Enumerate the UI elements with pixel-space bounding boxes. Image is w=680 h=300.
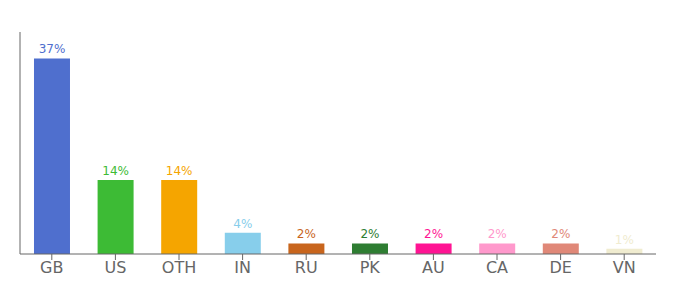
svg-text:4%: 4% — [233, 217, 252, 231]
svg-text:2%: 2% — [551, 227, 570, 241]
svg-text:14%: 14% — [102, 164, 129, 178]
svg-text:US: US — [104, 258, 126, 277]
svg-text:DE: DE — [549, 258, 571, 277]
svg-text:2%: 2% — [360, 227, 379, 241]
svg-text:2%: 2% — [297, 227, 316, 241]
svg-text:OTH: OTH — [162, 258, 196, 277]
svg-text:IN: IN — [234, 258, 251, 277]
svg-text:VN: VN — [613, 258, 636, 277]
svg-text:2%: 2% — [488, 227, 507, 241]
svg-text:2%: 2% — [424, 227, 443, 241]
svg-text:AU: AU — [422, 258, 445, 277]
svg-text:GB: GB — [40, 258, 63, 277]
svg-text:37%: 37% — [39, 42, 66, 56]
svg-text:RU: RU — [295, 258, 318, 277]
svg-text:CA: CA — [486, 258, 508, 277]
svg-text:1%: 1% — [615, 233, 634, 247]
svg-text:PK: PK — [360, 258, 381, 277]
svg-text:14%: 14% — [166, 164, 193, 178]
